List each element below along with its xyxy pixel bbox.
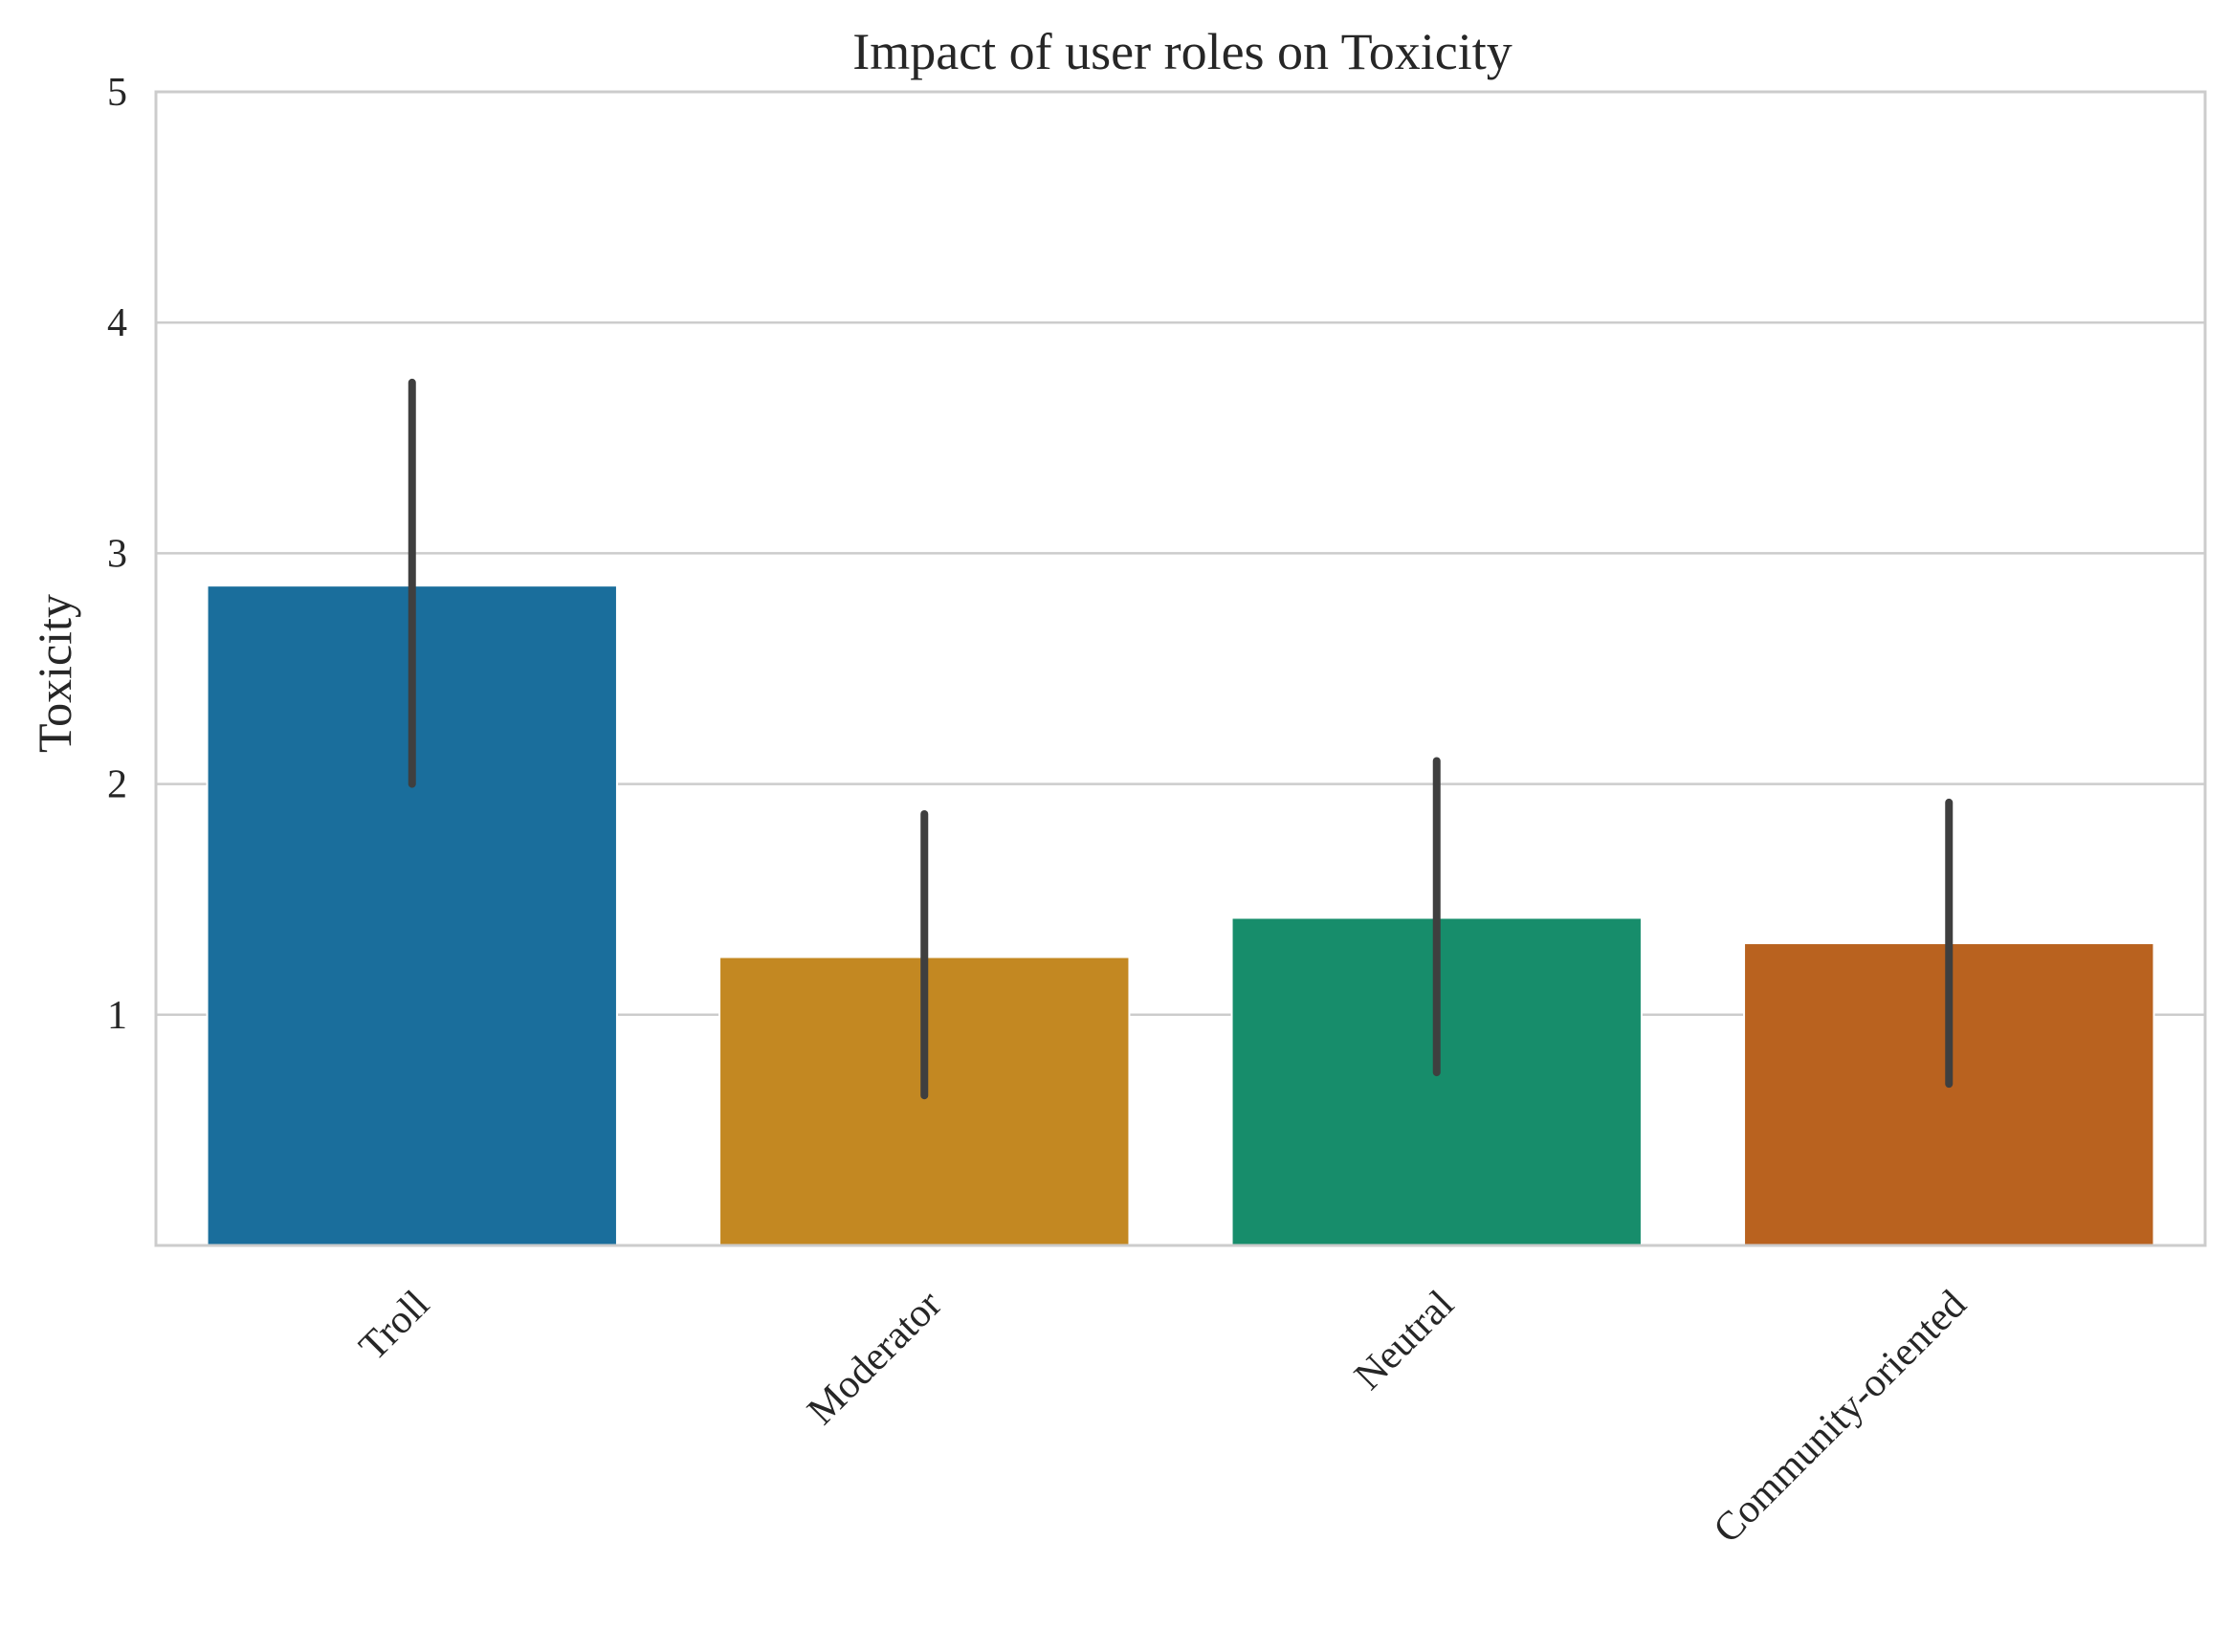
bar-moderator [718,956,1131,1246]
x-tick-label: Community-oriented [1706,1283,1976,1553]
y-tick-label: 3 [107,532,127,576]
y-tick-label: 5 [107,71,127,115]
x-tick-labels: Troll Moderator Neutral Community-oriented [351,1283,1975,1553]
y-axis-label: Toxicity [28,594,81,753]
x-tick-label: Moderator [799,1283,950,1434]
x-tick-label: Troll [351,1283,438,1370]
y-tick-label: 1 [107,994,127,1038]
bars [206,584,2155,1246]
plot-frame [154,90,2207,1247]
y-tick-label: 2 [107,763,127,807]
y-tick-label: 4 [107,301,127,345]
error-bars [408,378,1954,1100]
x-tick-label: Neutral [1346,1283,1463,1399]
chart-title: Impact of user roles on Toxicity [852,23,1512,80]
y-tick-labels: 1 2 3 4 5 [107,71,127,1038]
